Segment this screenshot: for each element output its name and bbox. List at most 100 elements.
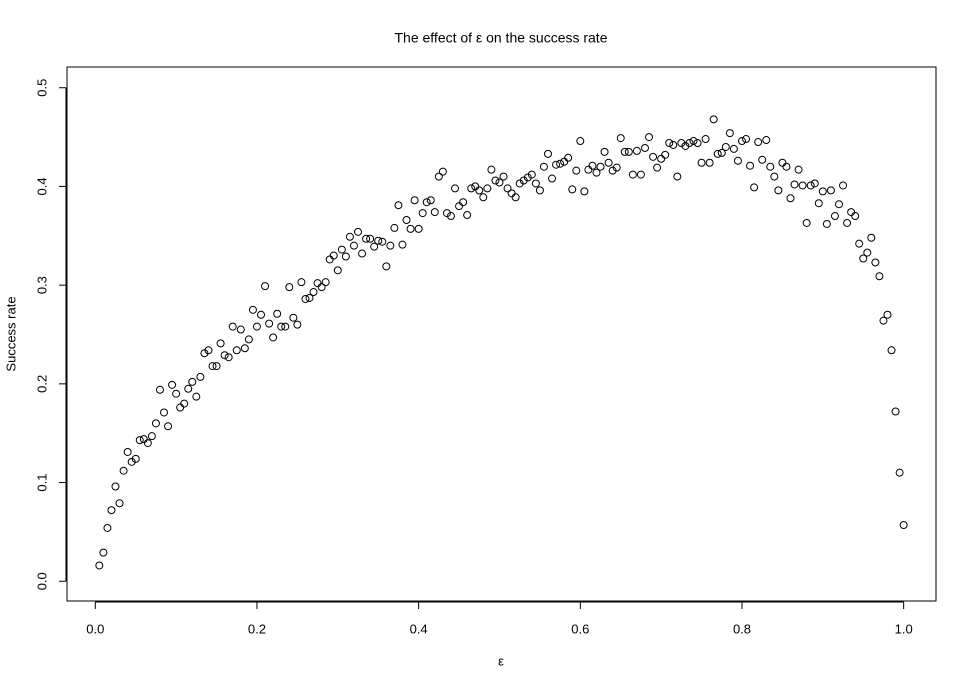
point — [669, 140, 678, 149]
point — [564, 153, 573, 162]
point — [459, 198, 468, 207]
point — [495, 178, 504, 187]
point — [341, 252, 350, 261]
point — [430, 208, 439, 217]
point — [830, 212, 839, 221]
point — [499, 172, 508, 181]
point — [147, 432, 156, 441]
point — [224, 353, 233, 362]
point — [438, 167, 447, 176]
point — [867, 233, 876, 242]
point — [406, 224, 415, 233]
point — [426, 196, 435, 205]
point — [422, 198, 431, 207]
point — [467, 184, 476, 193]
point — [851, 212, 860, 221]
point — [891, 407, 900, 416]
point — [277, 322, 286, 331]
point — [123, 447, 132, 456]
point — [321, 278, 330, 287]
point — [204, 346, 213, 355]
point — [580, 187, 589, 196]
point — [766, 162, 775, 171]
x-tick-label: 0.8 — [733, 621, 751, 636]
point — [455, 202, 464, 211]
plot-box — [66, 66, 937, 602]
point — [826, 186, 835, 195]
point — [645, 133, 654, 142]
point — [394, 201, 403, 210]
point — [818, 187, 827, 196]
point — [588, 161, 597, 170]
point — [653, 163, 662, 172]
point — [410, 196, 419, 205]
point — [548, 174, 557, 183]
point — [479, 193, 488, 202]
point — [640, 143, 649, 152]
point — [721, 142, 730, 151]
point — [475, 186, 484, 195]
point — [649, 152, 658, 161]
point — [285, 283, 294, 292]
point — [184, 384, 193, 393]
point — [313, 279, 322, 288]
y-tick-label: 0.2 — [34, 375, 49, 393]
point — [503, 184, 512, 193]
point — [172, 389, 181, 398]
point — [863, 248, 872, 257]
point — [778, 158, 787, 167]
point — [289, 313, 298, 322]
point — [119, 466, 128, 475]
point — [180, 399, 189, 408]
x-tick-label: 0.0 — [86, 621, 104, 636]
point — [434, 172, 443, 181]
point — [301, 294, 310, 303]
chart-title: The effect of ε on the success rate — [395, 30, 608, 46]
y-axis-label: Success rate — [3, 296, 18, 371]
point — [216, 339, 225, 348]
point — [240, 344, 249, 353]
x-axis-label: ε — [498, 653, 504, 668]
point — [491, 176, 500, 185]
point — [786, 194, 795, 203]
point — [709, 115, 718, 124]
point — [576, 137, 585, 146]
point — [309, 288, 318, 297]
point — [168, 380, 177, 389]
point — [273, 309, 282, 318]
point — [665, 139, 674, 148]
point — [661, 150, 670, 159]
point — [269, 333, 278, 342]
point — [370, 242, 379, 251]
x-tick-label: 0.2 — [248, 621, 266, 636]
point — [329, 251, 338, 260]
point — [737, 137, 746, 146]
point — [99, 548, 108, 557]
point — [612, 163, 621, 172]
point — [879, 316, 888, 325]
point — [135, 436, 144, 445]
point — [515, 179, 524, 188]
point — [608, 166, 617, 175]
point — [362, 234, 371, 243]
point — [539, 162, 548, 171]
point — [220, 351, 229, 360]
point — [366, 234, 375, 243]
point — [895, 468, 904, 477]
point — [592, 168, 601, 177]
point — [139, 435, 148, 444]
point — [568, 185, 577, 194]
point — [463, 211, 472, 220]
point — [810, 179, 819, 188]
point — [814, 199, 823, 208]
point — [192, 392, 201, 401]
point — [151, 419, 160, 428]
point — [883, 310, 892, 319]
point — [798, 181, 807, 190]
point — [95, 561, 104, 570]
point — [212, 362, 221, 371]
y-tick-label: 0.4 — [34, 177, 49, 195]
point — [188, 377, 197, 386]
point — [859, 254, 868, 263]
